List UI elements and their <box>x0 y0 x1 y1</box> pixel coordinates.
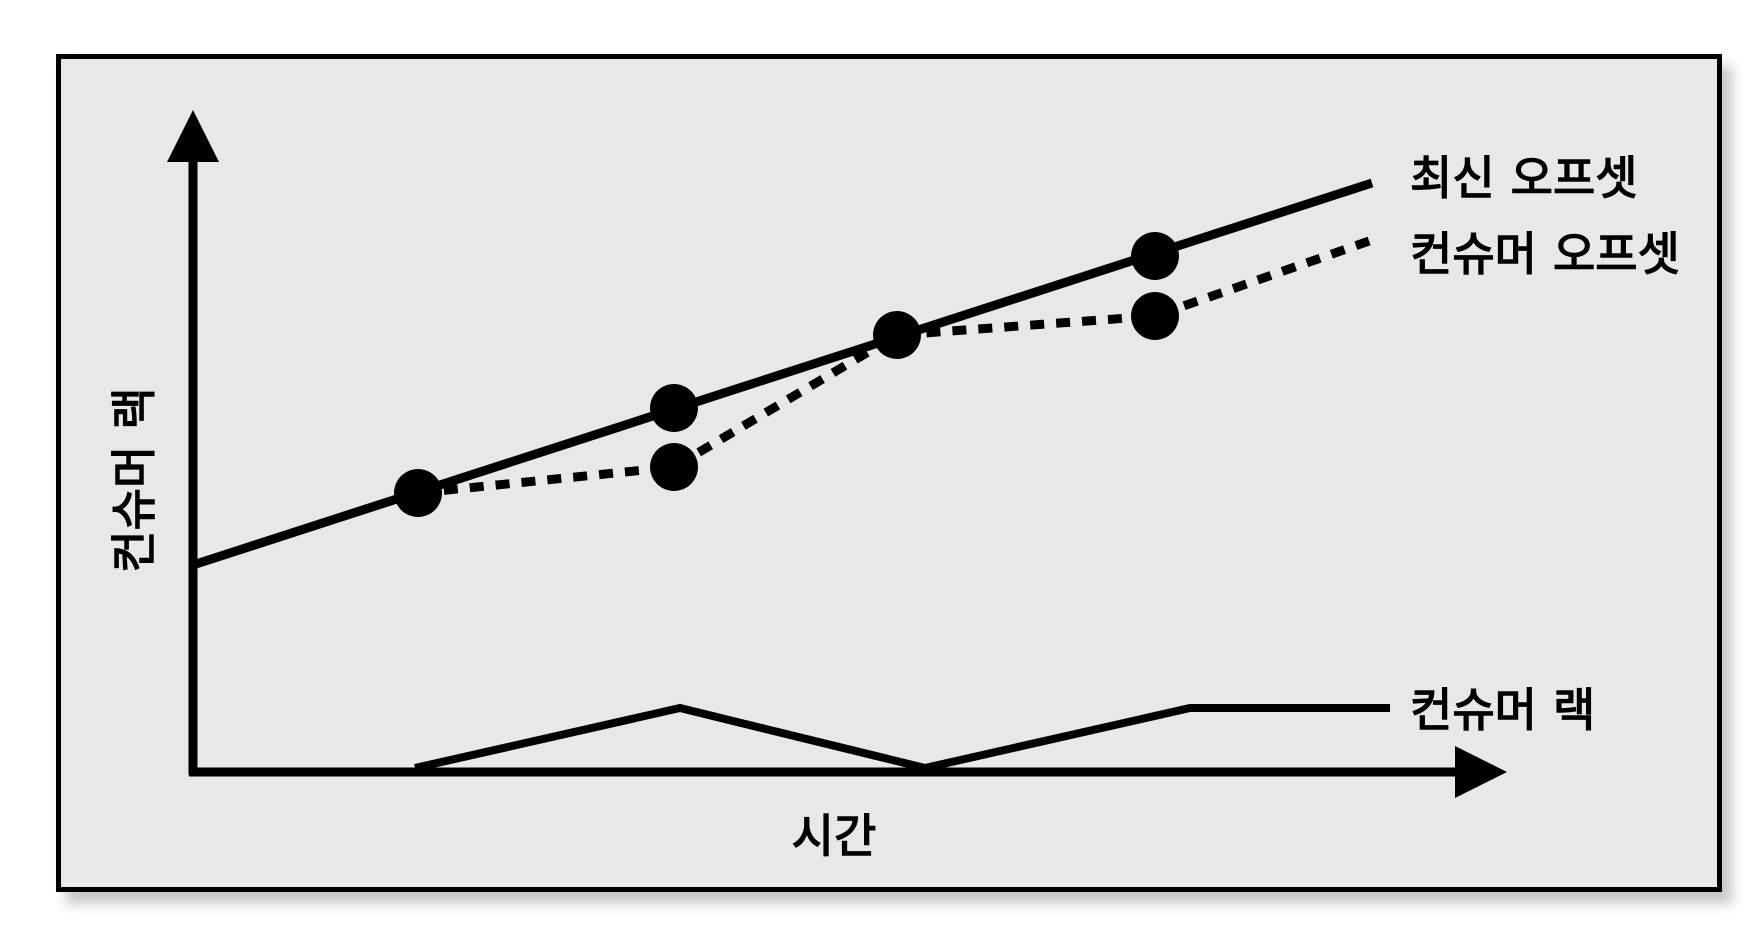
consumer-lag-label: 컨슈머 랙 <box>1410 683 1595 737</box>
latest-offset-point <box>394 469 442 517</box>
diagram-frame <box>56 54 1722 892</box>
y-axis-label: 컨슈머 랙 <box>107 387 161 572</box>
y-axis-arrowhead <box>167 110 219 162</box>
x-axis-arrowhead <box>1455 746 1507 798</box>
latest-offset-point <box>873 311 921 359</box>
consumer-offset-line <box>417 235 1374 498</box>
consumer-offset-point <box>1131 292 1179 340</box>
latest-offset-line <box>191 178 1374 570</box>
consumer-lag-line <box>414 703 1390 773</box>
latest-offset-point <box>1131 232 1179 280</box>
latest-offset-label: 최신 오프셋 <box>1410 151 1638 205</box>
x-axis-label: 시간 <box>792 809 877 863</box>
consumer-offset-point <box>650 443 698 491</box>
latest-offset-point <box>650 384 698 432</box>
consumer-offset-label: 컨슈머 오프셋 <box>1410 227 1680 281</box>
